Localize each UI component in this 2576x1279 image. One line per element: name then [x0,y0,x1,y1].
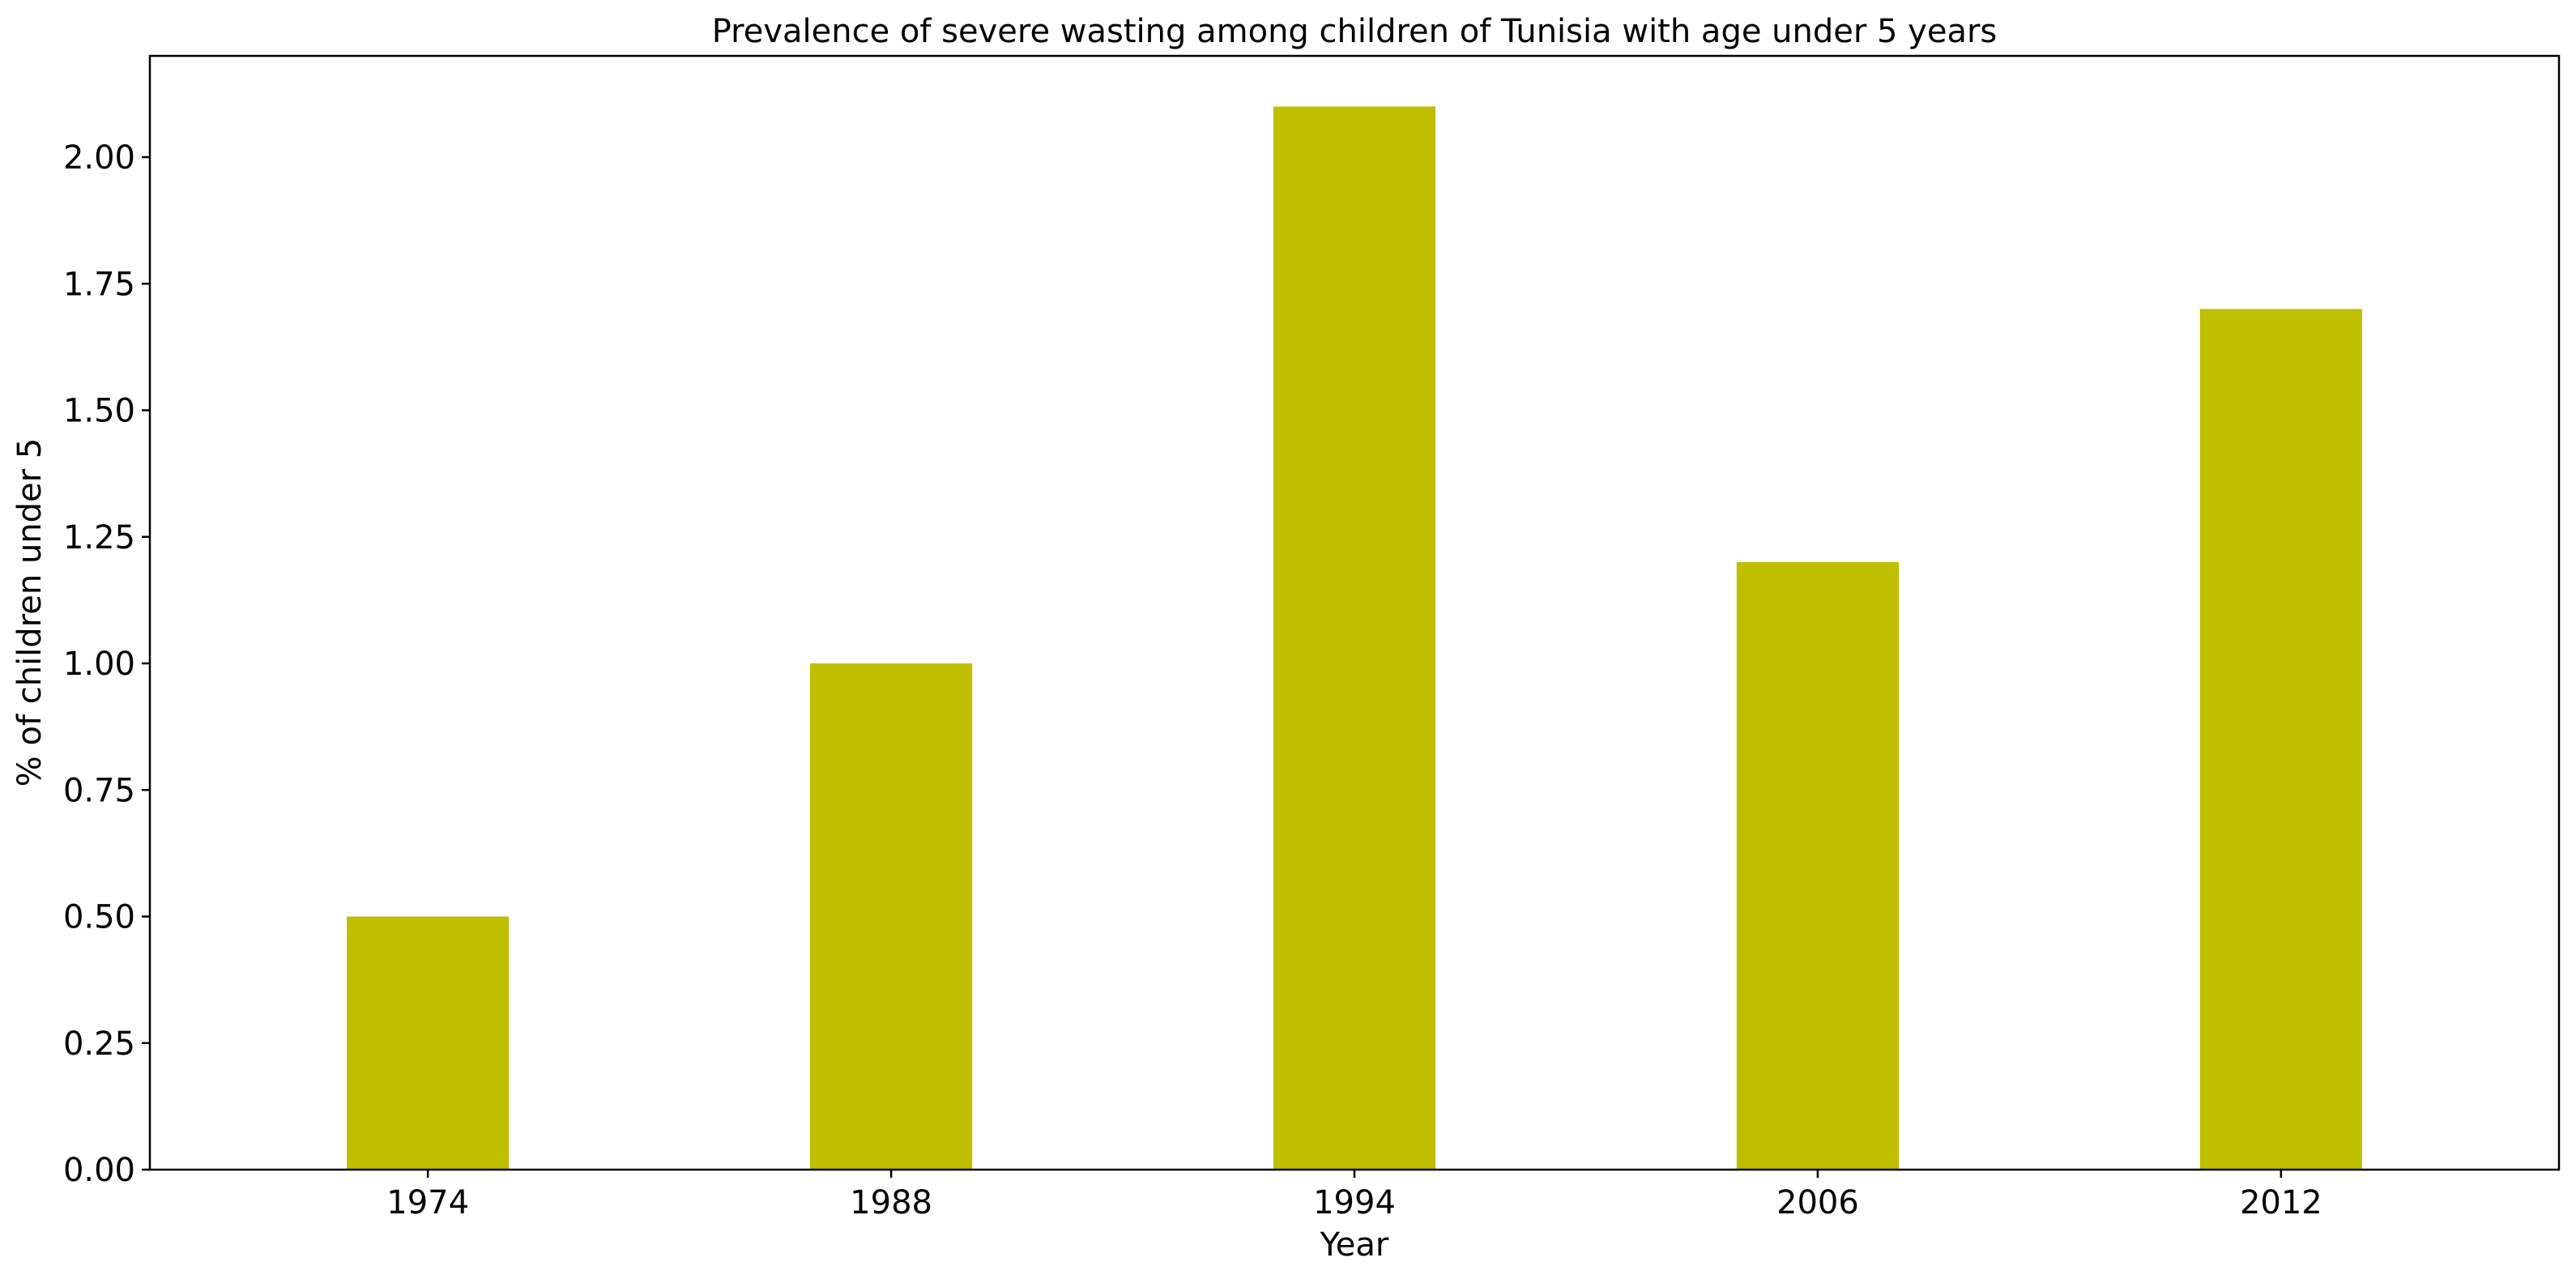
bar-1988 [809,663,973,1170]
y-tick-label: 0.00 [63,1152,135,1189]
bars-group [347,106,2362,1170]
x-axis-label: Year [1320,1226,1389,1264]
chart-title: Prevalence of severe wasting among child… [712,13,1998,50]
y-tick-label: 1.75 [63,266,135,303]
x-axis-ticks: 1974 1988 1994 2006 2012 [386,1170,2322,1221]
y-tick-label: 1.50 [63,393,135,430]
y-tick-label: 2.00 [63,139,135,177]
x-tick-label: 1994 [1313,1184,1396,1221]
x-tick-label: 2006 [1776,1184,1859,1221]
bar-2012 [2199,309,2362,1170]
bar-1994 [1273,106,1436,1170]
y-tick-label: 1.25 [63,519,135,556]
y-tick-label: 1.00 [63,646,135,683]
y-tick-label: 0.50 [63,899,135,936]
x-tick-label: 2012 [2240,1184,2322,1221]
x-tick-label: 1988 [850,1184,932,1221]
bar-2006 [1736,562,1900,1170]
plot-area: 0.00 0.25 0.50 0.75 1.00 1.25 1.50 1.75 2.00 197… [63,54,2561,1221]
x-tick-label: 1974 [386,1184,469,1221]
plot-frame [148,54,2561,1171]
bar-1974 [347,916,510,1170]
y-tick-label: 0.25 [63,1025,135,1063]
y-tick-label: 0.75 [63,772,135,809]
y-axis-label: % of children under 5 [11,438,49,787]
y-axis-ticks: 0.00 0.25 0.50 0.75 1.00 1.25 1.50 1.75 2.00 [63,139,150,1189]
